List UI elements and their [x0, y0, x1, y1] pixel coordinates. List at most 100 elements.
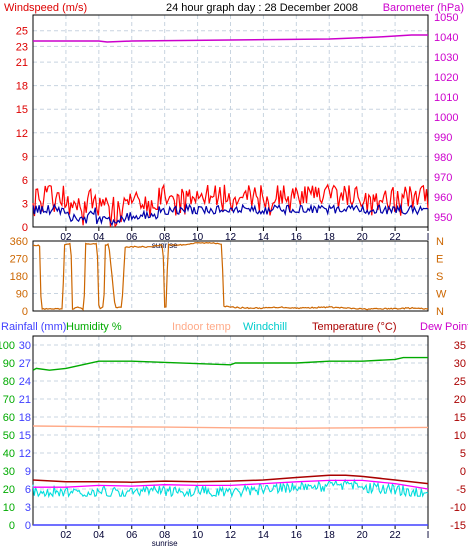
temp-xtick-11: I [427, 530, 430, 541]
rainfall-ytick-6: 18 [19, 412, 31, 424]
baro-ytick-7: 1020 [434, 72, 458, 84]
humidity-ytick-6: 60 [3, 412, 15, 424]
humidity-ytick-4: 40 [3, 448, 15, 460]
wind-xtick-2: 06 [126, 232, 138, 243]
dir-compass-1: W [436, 289, 447, 301]
wind-ytick-9: 25 [16, 26, 28, 38]
wind-gust-line [32, 183, 429, 228]
temp-xtick-2: 06 [126, 530, 138, 541]
humidity-ytick-9: 90 [3, 358, 15, 370]
wind-xtick-9: 20 [357, 232, 369, 243]
chart-title: 24 hour graph day : 28 December 2008 [166, 2, 358, 14]
wind-sunrise-label: sunrise [152, 241, 178, 250]
temperature-line [32, 474, 429, 485]
temp-ytick-2: -5 [456, 484, 466, 496]
baro-ytick-8: 1030 [434, 52, 458, 64]
humidity-ytick-2: 20 [3, 484, 15, 496]
temp-xtick-10: 22 [390, 530, 402, 541]
wind-xtick-8: 18 [324, 232, 336, 243]
wind-ytick-1: 3 [22, 198, 28, 210]
temp-ytick-8: 25 [454, 376, 466, 388]
dir-ytick-2: 180 [10, 271, 28, 283]
humidity-ytick-5: 50 [3, 430, 15, 442]
baro-ytick-2: 970 [434, 172, 452, 184]
temp-xtick-8: 18 [324, 530, 336, 541]
rainfall-ytick-4: 12 [19, 448, 31, 460]
wind-ytick-2: 6 [22, 175, 28, 187]
baro-ytick-1: 960 [434, 192, 452, 204]
dir-ytick-0: 0 [22, 306, 28, 318]
wind-xtick-5: 12 [225, 232, 237, 243]
windspeed-axis-title: Windspeed (m/s) [4, 2, 87, 14]
indoor-temp-legend: Indoor temp [172, 321, 231, 333]
baro-ytick-9: 1040 [434, 32, 458, 44]
dewpoint-line [33, 479, 429, 490]
dir-compass-4: N [436, 236, 444, 248]
wind-ytick-3: 9 [22, 151, 28, 163]
barometer-line [33, 34, 428, 43]
temp-sunrise-label: sunrise [152, 539, 178, 548]
rainfall-ytick-10: 30 [19, 340, 31, 352]
dir-compass-2: S [436, 271, 443, 283]
wind-xtick-11: I [427, 232, 430, 243]
wind-ytick-4: 12 [16, 128, 28, 140]
rainfall-ytick-2: 6 [25, 484, 31, 496]
rainfall-legend: Rainfall (mm) [1, 321, 66, 333]
dewpoint-legend: Dew Point [420, 321, 468, 333]
wind-xtick-1: 04 [93, 232, 105, 243]
baro-ytick-6: 1010 [434, 92, 458, 104]
baro-ytick-3: 980 [434, 152, 452, 164]
rainfall-ytick-9: 27 [19, 358, 31, 370]
temp-ytick-10: 35 [454, 340, 466, 352]
temp-xtick-0: 02 [60, 530, 72, 541]
wind-xtick-0: 02 [60, 232, 72, 243]
windchill-line [32, 478, 429, 499]
humidity-legend: Humidity % [66, 321, 122, 333]
temp-xtick-9: 20 [357, 530, 369, 541]
temp-ytick-6: 15 [454, 412, 466, 424]
wind-average-line [32, 202, 429, 227]
temperature-legend: Temperature (°C) [312, 321, 396, 333]
humidity-ytick-3: 30 [3, 466, 15, 478]
humidity-ytick-1: 10 [3, 502, 15, 514]
temp-ytick-9: 30 [454, 358, 466, 370]
dir-compass-0: N [436, 306, 444, 318]
humidity-line [32, 356, 428, 371]
baro-ytick-10: 1050 [434, 12, 458, 24]
dir-ytick-4: 360 [10, 236, 28, 248]
humidity-ytick-10: 100 [0, 340, 15, 352]
wind-ytick-7: 21 [16, 57, 28, 69]
temp-xtick-6: 14 [258, 530, 270, 541]
wind-ytick-0: 0 [22, 222, 28, 234]
temp-ytick-1: -10 [450, 502, 466, 514]
wind-xtick-3: 08 [159, 232, 171, 243]
wind-xtick-4: 10 [192, 232, 204, 243]
temp-ytick-5: 10 [454, 430, 466, 442]
rainfall-ytick-3: 9 [25, 466, 31, 478]
windchill-legend: Windchill [243, 321, 287, 333]
temperature-humidity-panel: 0102030405060708090100036912151821242730… [0, 335, 466, 548]
humidity-ytick-7: 70 [3, 394, 15, 406]
temp-ytick-4: 5 [460, 448, 466, 460]
rainfall-ytick-7: 21 [19, 394, 31, 406]
temp-xtick-4: 10 [192, 530, 204, 541]
wind-barometer-panel: 0369121518212325950960970980990100010101… [16, 12, 459, 250]
wind-direction-line [32, 241, 429, 311]
temp-xtick-5: 12 [225, 530, 237, 541]
wind-xtick-7: 16 [291, 232, 303, 243]
baro-ytick-5: 1000 [434, 112, 458, 124]
wind-ytick-5: 15 [16, 104, 28, 116]
dir-ytick-1: 90 [16, 289, 28, 301]
temp-ytick-3: 0 [460, 466, 466, 478]
dir-ytick-3: 270 [10, 254, 28, 266]
temp-ytick-0: -15 [450, 520, 466, 532]
dir-compass-3: E [436, 254, 443, 266]
rainfall-ytick-1: 3 [25, 502, 31, 514]
rainfall-ytick-8: 24 [19, 376, 31, 388]
dir-plot-frame [32, 240, 429, 312]
indoor-temp-line [32, 425, 429, 429]
